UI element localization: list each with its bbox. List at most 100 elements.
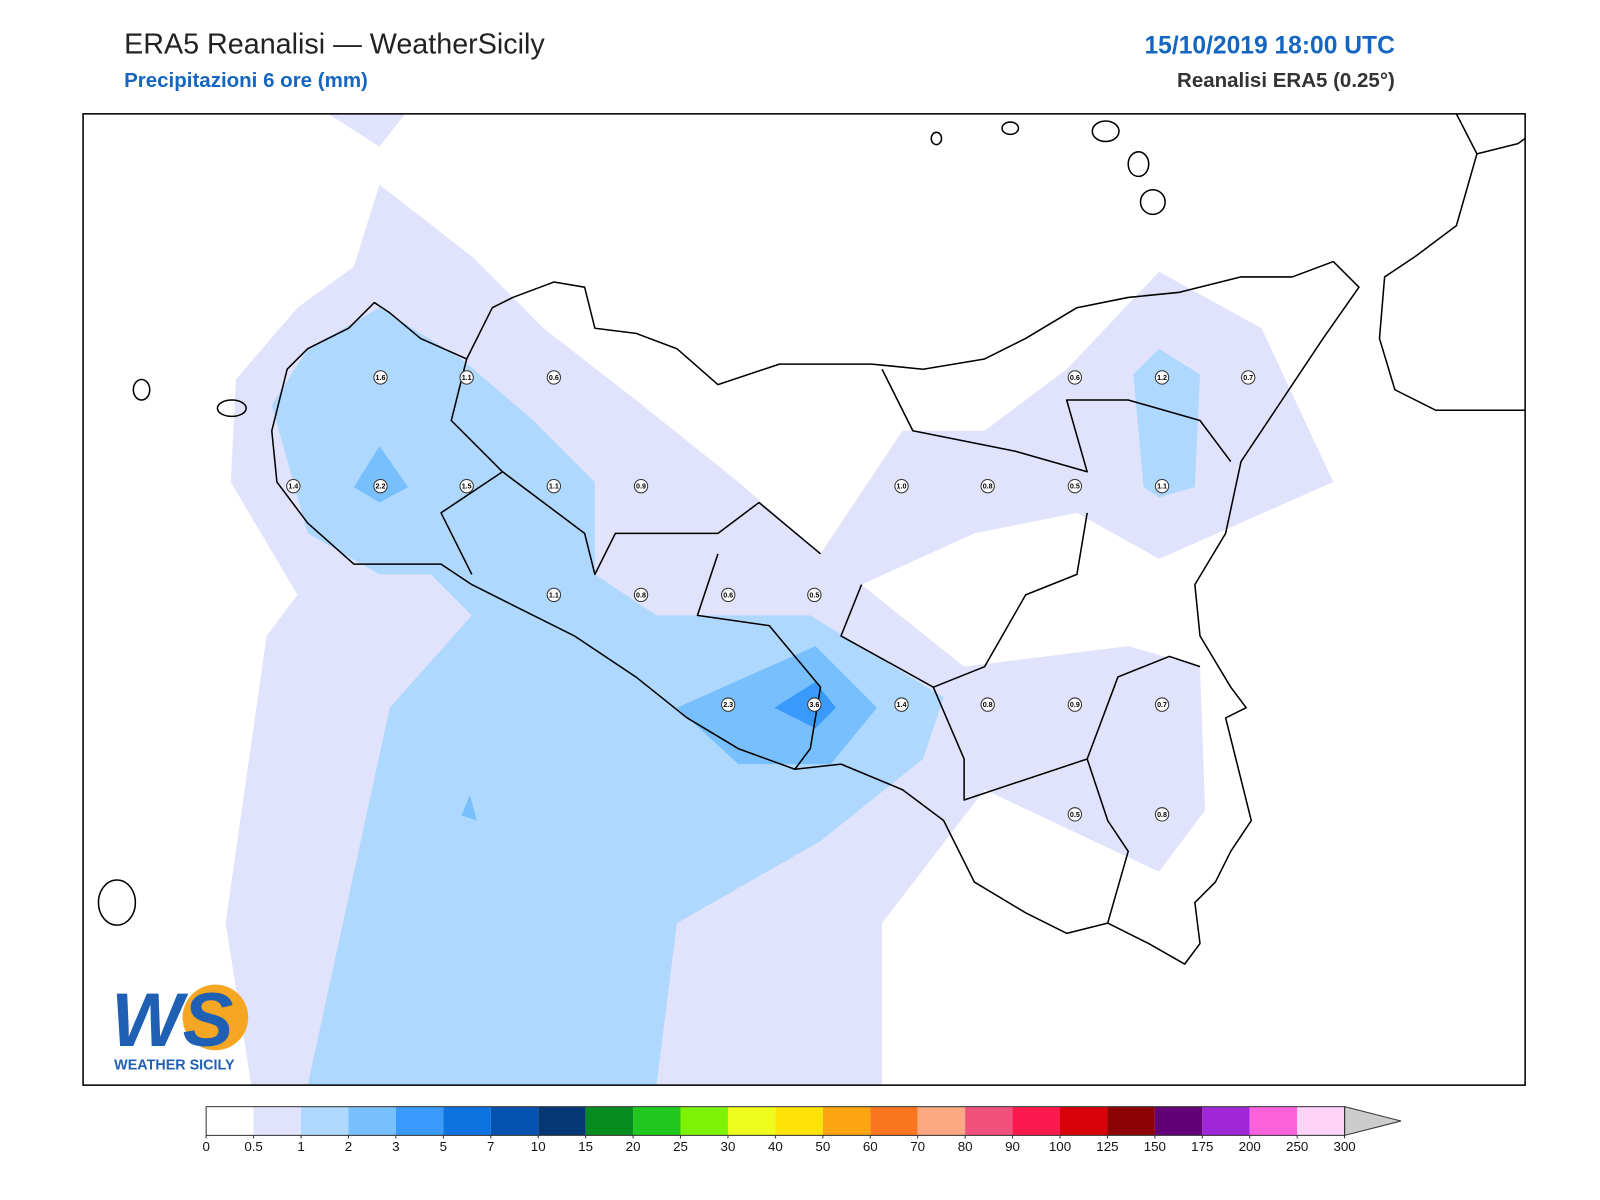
island [1127,151,1150,178]
colorbar-cell [1154,1106,1203,1136]
point-marker [546,478,562,494]
colorbar-tick-label: 0.5 [244,1139,263,1154]
coastline [271,260,1360,965]
colorbar-cell [253,1106,302,1136]
colorbar-cell [965,1106,1013,1136]
colorbar-cell [727,1106,776,1136]
point-label: 0.9 [1070,701,1080,709]
map-frame [82,113,1526,1086]
point-label: 1.2 [1157,374,1167,382]
colorbar-cell [1297,1106,1345,1136]
colorbar-cell [443,1106,491,1136]
map-area [97,113,1526,1086]
island [1001,121,1020,136]
precip-area [328,113,406,147]
colorbar-tick-label: 7 [487,1139,494,1154]
point-marker [1154,807,1170,822]
colorbar-tick-label: 300 [1333,1139,1355,1154]
point-marker [1154,697,1170,712]
point-marker [807,587,822,603]
coastline [1378,113,1526,412]
colorbar-tick-label: 100 [1049,1139,1071,1154]
point-label: 1.1 [462,374,472,382]
point-marker [980,478,995,494]
colorbar-cell [633,1106,681,1136]
point-label: 0.6 [1070,374,1080,382]
colorbar-tick-label: 2 [345,1139,352,1154]
precip-area [271,307,944,1086]
point-label: 0.8 [1157,811,1167,819]
point-label: 1.0 [897,483,907,491]
point-label: 0.8 [983,701,993,709]
island [1091,120,1120,143]
point-label: 1.1 [549,483,559,491]
precip-area [774,682,836,729]
point-marker [894,478,909,494]
point-label: 0.5 [1070,483,1080,491]
colorbar-tick-label: 125 [1096,1139,1118,1154]
point-label: 0.9 [636,483,646,491]
colorbar-tick-label: 1 [297,1139,304,1154]
island [216,399,247,418]
colorbar-tick-label: 60 [863,1139,878,1154]
colorbar-cell [1060,1106,1108,1136]
island [930,131,943,146]
point-marker [373,478,388,494]
colorbar-tick-label: 250 [1286,1139,1308,1154]
logo: WS WEATHER SICILY [111,978,249,1074]
point-label: 0.5 [1070,811,1080,819]
subtitle: Precipitazioni 6 ore (mm) [124,69,368,92]
point-label: 2.2 [376,483,386,491]
colorbar-cell [206,1106,254,1136]
point-marker [1067,370,1083,385]
colorbar-tick-label: 175 [1191,1139,1213,1154]
point-marker [546,370,562,385]
point-marker [807,697,822,712]
colorbar-tick-label: 3 [392,1139,399,1154]
colorbar-tick-label: 70 [910,1139,925,1154]
point-labels: 1.6 1.1 0.6 0.6 1.2 0.7 1.4 2.2 1.5 1.1 0.9 1.0 0.8 0… [286,370,1256,822]
title: ERA5 Reanalisi — WeatherSicily [124,28,545,60]
logo-letters: WS [111,978,233,1063]
coastline [1476,137,1526,155]
point-label: 0.8 [636,591,646,599]
colorbar-cell [490,1106,539,1136]
precip-area [461,794,477,821]
point-marker [633,478,649,494]
island [97,879,137,926]
point-label: 0.6 [723,591,733,599]
borders [440,358,1232,924]
colorbar-cell [395,1106,444,1136]
point-label: 1.4 [897,701,907,709]
colorbar-tick-label: 0 [202,1139,209,1154]
point-label: 0.7 [1243,374,1253,382]
point-label: 1.5 [462,483,472,491]
colorbar-cell [1249,1106,1298,1136]
colorbar-cell [870,1106,918,1136]
point-label: 0.6 [549,374,559,382]
point-label: 0.8 [983,483,993,491]
point-marker [1067,478,1083,494]
point-label: 2.3 [723,701,733,709]
colorbar-tick-label: 150 [1144,1139,1166,1154]
colorbar-cell [348,1106,396,1136]
colorbar-tick-label: 15 [578,1139,593,1154]
point-marker [459,478,474,494]
logo-sun [182,984,249,1051]
point-marker [980,697,995,712]
colorbar-cell [775,1106,823,1136]
colorbar-cell [1107,1106,1155,1136]
point-marker [373,370,388,385]
colorbar-cell [585,1106,634,1136]
island [1139,188,1166,216]
colorbar-tick-label: 200 [1239,1139,1261,1154]
precip-area [353,446,409,503]
point-label: 0.5 [809,591,819,599]
point-label: 1.1 [1157,483,1167,491]
model: Reanalisi ERA5 (0.25°) [1177,69,1395,92]
point-marker [1067,807,1083,822]
point-marker [286,478,301,494]
